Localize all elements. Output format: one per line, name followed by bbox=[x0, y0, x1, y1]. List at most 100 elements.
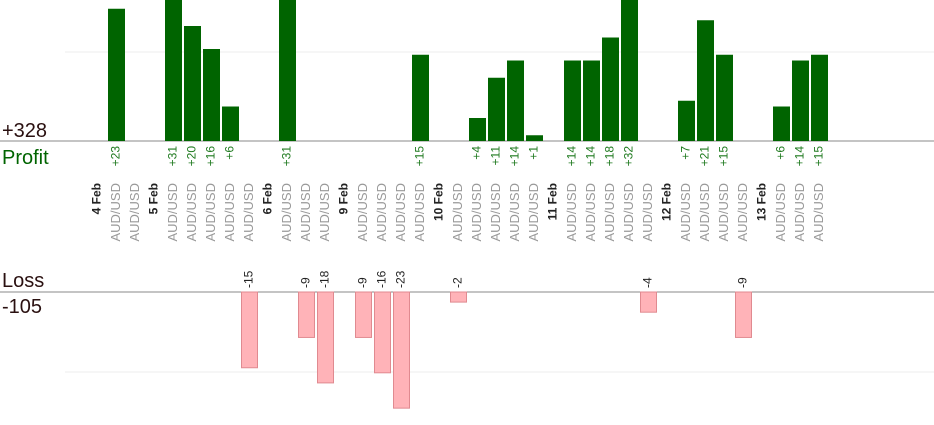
profit-bar bbox=[222, 106, 239, 141]
loss-value-label: -4 bbox=[641, 277, 655, 288]
profit-value-label: +6 bbox=[774, 146, 788, 160]
profit-bar bbox=[583, 60, 600, 141]
profit-bar bbox=[507, 60, 524, 141]
profit-value-label: +14 bbox=[793, 146, 807, 167]
profit-value-label: +32 bbox=[622, 146, 636, 167]
pair-tick-label: AUD/USD bbox=[507, 183, 522, 242]
loss-value-label: -2 bbox=[451, 277, 465, 288]
profit-value-label: +14 bbox=[584, 146, 598, 167]
profit-bar bbox=[203, 49, 220, 141]
profit-value-label: +7 bbox=[679, 146, 693, 160]
pair-tick-label: AUD/USD bbox=[279, 183, 294, 242]
loss-bar bbox=[450, 291, 467, 303]
date-label: 12 Feb bbox=[660, 183, 674, 221]
profit-value-label: +1 bbox=[527, 146, 541, 160]
profit-value-label: +16 bbox=[204, 146, 218, 167]
loss-value-label: -18 bbox=[318, 270, 332, 288]
pair-tick-label: AUD/USD bbox=[393, 183, 408, 242]
date-label: 5 Feb bbox=[147, 183, 161, 214]
loss-value-label: -9 bbox=[356, 277, 370, 288]
date-label: 13 Feb bbox=[755, 183, 769, 221]
pair-tick-label: AUD/USD bbox=[792, 183, 807, 242]
profit-value-label: +21 bbox=[698, 146, 712, 167]
pair-tick-label: AUD/USD bbox=[374, 183, 389, 242]
profit-label: Profit bbox=[2, 147, 49, 169]
pair-tick-label: AUD/USD bbox=[412, 183, 427, 242]
pair-tick-label: AUD/USD bbox=[488, 183, 503, 242]
profit-bar bbox=[773, 106, 790, 141]
profit-bar bbox=[716, 54, 733, 141]
pair-tick-label: AUD/USD bbox=[241, 183, 256, 242]
pair-tick-label: AUD/USD bbox=[184, 183, 199, 242]
pair-tick-label: AUD/USD bbox=[564, 183, 579, 242]
loss-bar bbox=[640, 291, 657, 313]
profit-value-label: +6 bbox=[223, 146, 237, 160]
pair-tick-label: AUD/USD bbox=[165, 183, 180, 242]
profit-bar bbox=[279, 0, 296, 141]
profit-value-label: +4 bbox=[470, 146, 484, 160]
profit-value-label: +31 bbox=[166, 146, 180, 167]
pair-tick-label: AUD/USD bbox=[811, 183, 826, 242]
pair-tick-label: AUD/USD bbox=[298, 183, 313, 242]
profit-value-label: +14 bbox=[508, 146, 522, 167]
pair-tick-label: AUD/USD bbox=[203, 183, 218, 242]
profit-bar bbox=[108, 8, 125, 141]
profit-total: +328 bbox=[2, 120, 47, 142]
loss-value-label: -9 bbox=[736, 277, 750, 288]
loss-bar bbox=[393, 291, 410, 409]
pair-tick-label: AUD/USD bbox=[127, 183, 142, 242]
pair-tick-label: AUD/USD bbox=[469, 183, 484, 242]
pair-tick-label: AUD/USD bbox=[526, 183, 541, 242]
pair-tick-label: AUD/USD bbox=[450, 183, 465, 242]
loss-value-label: -9 bbox=[299, 277, 313, 288]
profit-bar bbox=[526, 135, 543, 141]
pair-tick-label: AUD/USD bbox=[773, 183, 788, 242]
profit-value-label: +15 bbox=[717, 146, 731, 167]
loss-total: -105 bbox=[2, 296, 42, 318]
date-label: 6 Feb bbox=[261, 183, 275, 214]
loss-value-label: -23 bbox=[394, 270, 408, 288]
profit-value-label: +23 bbox=[109, 146, 123, 167]
profit-bar bbox=[792, 60, 809, 141]
profit-bar bbox=[621, 0, 638, 141]
profit-value-label: +20 bbox=[185, 146, 199, 167]
pair-tick-label: AUD/USD bbox=[735, 183, 750, 242]
profit-value-label: +14 bbox=[565, 146, 579, 167]
loss-label: Loss bbox=[2, 270, 44, 292]
pair-tick-label: AUD/USD bbox=[716, 183, 731, 242]
profit-value-label: +15 bbox=[413, 146, 427, 167]
pair-tick-label: AUD/USD bbox=[621, 183, 636, 242]
profit-bar bbox=[469, 118, 486, 141]
profit-bar bbox=[184, 26, 201, 141]
loss-bar bbox=[355, 291, 372, 338]
date-label: 10 Feb bbox=[432, 183, 446, 221]
profit-value-label: +15 bbox=[812, 146, 826, 167]
pair-tick-label: AUD/USD bbox=[678, 183, 693, 242]
pair-tick-label: AUD/USD bbox=[602, 183, 617, 242]
pair-tick-label: AUD/USD bbox=[108, 183, 123, 242]
loss-bar bbox=[298, 291, 315, 338]
loss-value-label: -15 bbox=[242, 270, 256, 288]
profit-value-label: +31 bbox=[280, 146, 294, 167]
pair-tick-label: AUD/USD bbox=[355, 183, 370, 242]
profit-bar bbox=[564, 60, 581, 141]
loss-bar bbox=[241, 291, 258, 369]
loss-bar bbox=[374, 291, 391, 374]
pair-tick-label: AUD/USD bbox=[583, 183, 598, 242]
pair-tick-label: AUD/USD bbox=[317, 183, 332, 242]
profit-bar bbox=[165, 0, 182, 141]
profit-bar bbox=[602, 37, 619, 141]
profit-value-label: +18 bbox=[603, 146, 617, 167]
profit-bar bbox=[412, 54, 429, 141]
loss-bar bbox=[317, 291, 334, 384]
pair-tick-label: AUD/USD bbox=[640, 183, 655, 242]
pair-tick-label: AUD/USD bbox=[222, 183, 237, 242]
loss-value-label: -16 bbox=[375, 270, 389, 288]
profit-value-label: +11 bbox=[489, 146, 503, 166]
profit-bar bbox=[811, 54, 828, 141]
pair-tick-label: AUD/USD bbox=[697, 183, 712, 242]
date-label: 9 Feb bbox=[337, 183, 351, 214]
date-label: 11 Feb bbox=[546, 183, 560, 220]
